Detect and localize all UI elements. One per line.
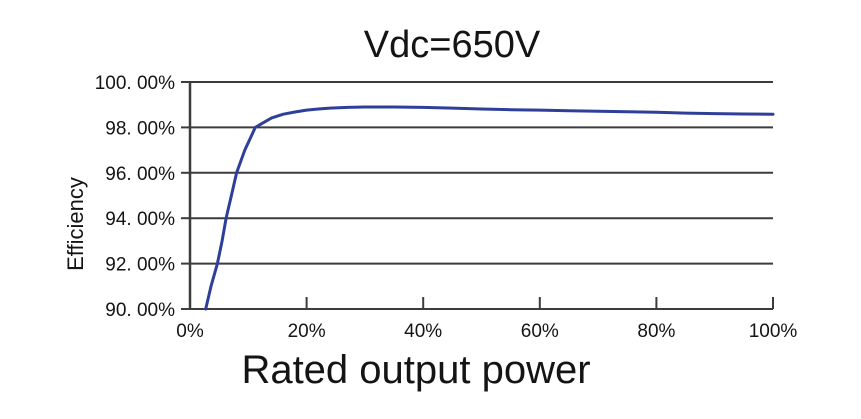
y-tick-label: 98. 00% [105, 118, 175, 139]
x-tick-label: 0% [176, 321, 204, 342]
x-tick-label: 60% [521, 321, 559, 342]
x-tick-label: 20% [288, 321, 326, 342]
y-tick-label: 90. 00% [105, 300, 175, 321]
y-tick-label: 96. 00% [105, 164, 175, 185]
chart-title: Vdc=650V [363, 24, 541, 66]
y-tick-label: 92. 00% [105, 255, 175, 276]
y-tick-label: 100. 00% [95, 73, 175, 94]
y-tick-label: 94. 00% [105, 209, 175, 230]
x-axis-title: Rated output power [241, 348, 591, 392]
x-tick-label: 80% [637, 321, 675, 342]
series-line-efficiency-curve [204, 105, 775, 311]
x-tick-label: 40% [404, 321, 442, 342]
x-tick-label: 100% [749, 321, 798, 342]
